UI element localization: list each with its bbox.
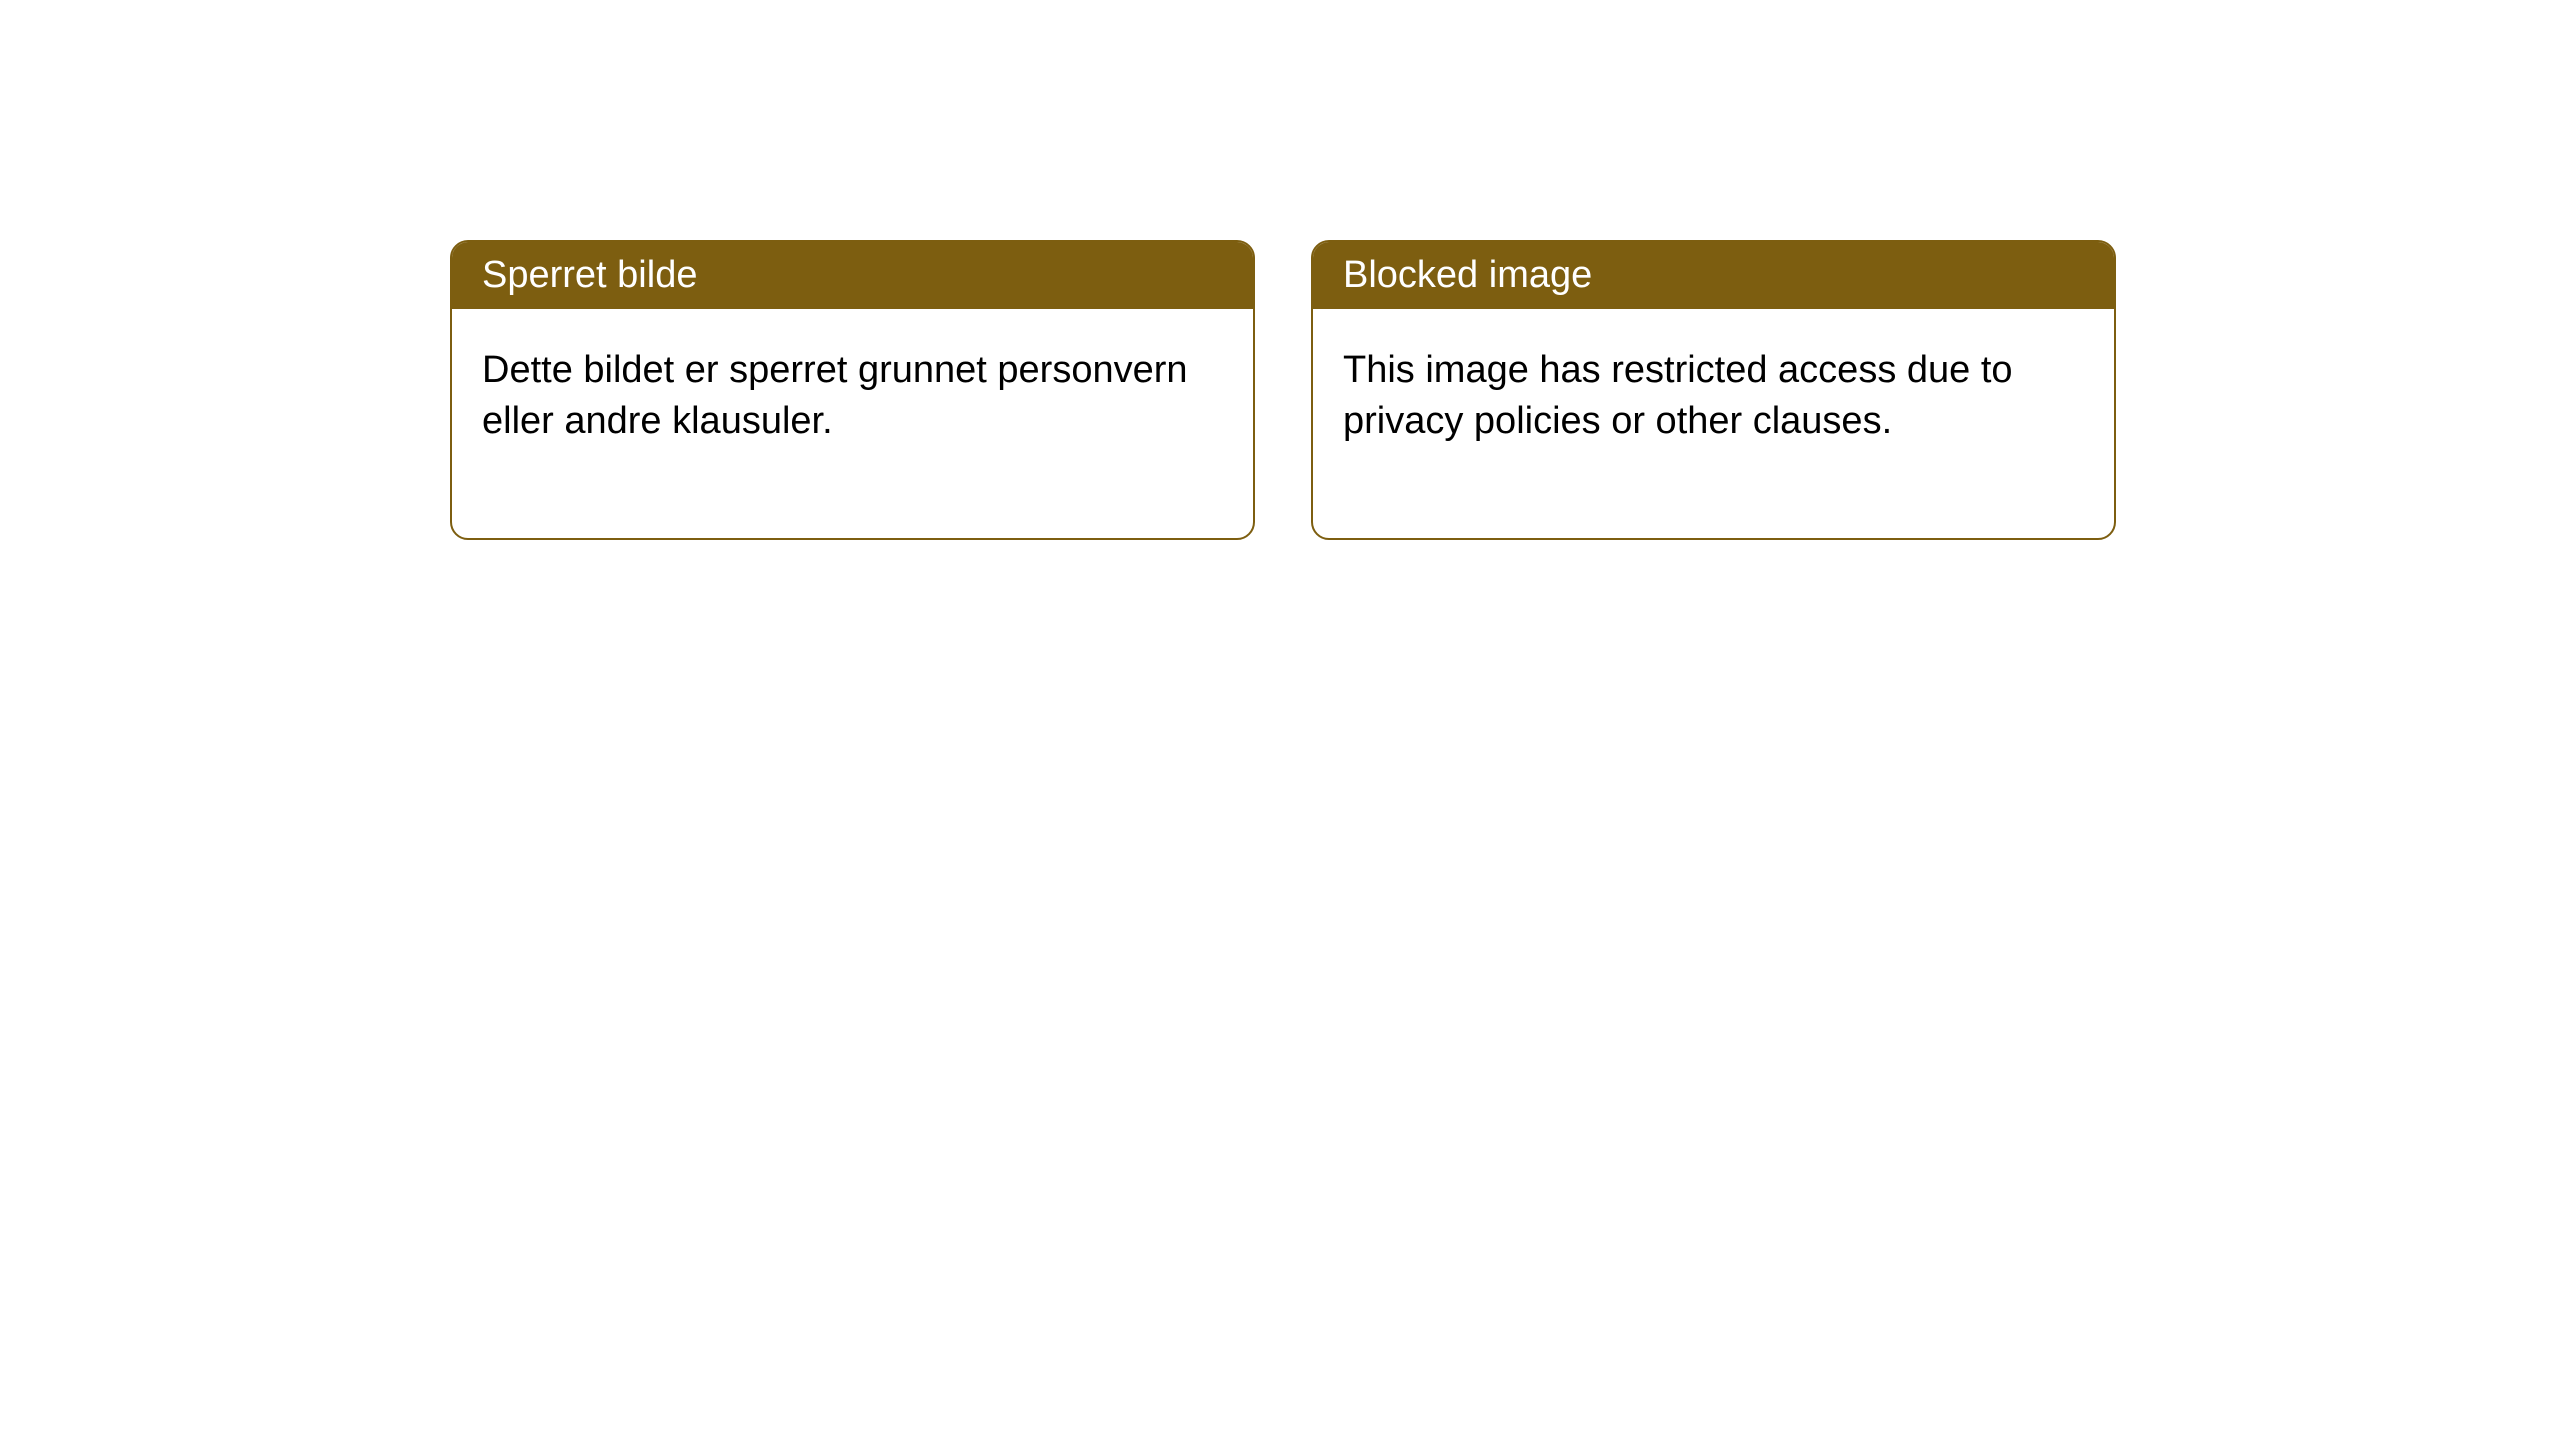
card-body-text: Dette bildet er sperret grunnet personve…: [482, 349, 1188, 442]
card-title: Sperret bilde: [482, 254, 697, 296]
card-header: Sperret bilde: [452, 242, 1253, 309]
card-body: This image has restricted access due to …: [1313, 309, 2114, 538]
card-body-text: This image has restricted access due to …: [1343, 349, 2013, 442]
card-header: Blocked image: [1313, 242, 2114, 309]
card-title: Blocked image: [1343, 254, 1592, 296]
notice-container: Sperret bilde Dette bildet er sperret gr…: [0, 0, 2560, 540]
notice-card-norwegian: Sperret bilde Dette bildet er sperret gr…: [450, 240, 1255, 540]
card-body: Dette bildet er sperret grunnet personve…: [452, 309, 1253, 538]
notice-card-english: Blocked image This image has restricted …: [1311, 240, 2116, 540]
